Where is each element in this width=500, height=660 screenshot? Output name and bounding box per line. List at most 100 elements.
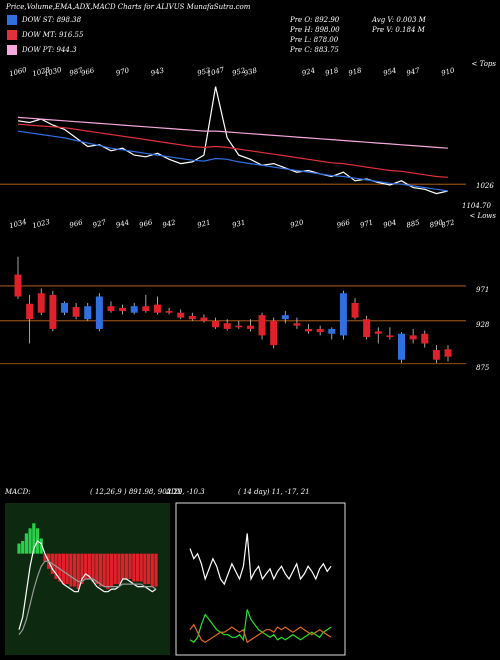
peak-label: 938 bbox=[243, 66, 259, 77]
candle-body bbox=[316, 328, 324, 333]
stat: Pre V: 0.184 M bbox=[371, 26, 426, 34]
candle-body bbox=[223, 323, 231, 329]
candle-body bbox=[72, 307, 80, 317]
histogram-bar bbox=[17, 543, 21, 554]
legend-label: DOW ST: 898.38 bbox=[21, 16, 82, 24]
histogram-bar bbox=[84, 553, 88, 579]
corner-label: < Lows bbox=[469, 212, 496, 220]
histogram-bar bbox=[76, 553, 80, 590]
candle-body bbox=[270, 320, 278, 346]
candle-body bbox=[328, 328, 336, 334]
candle-body bbox=[37, 293, 45, 313]
candle-body bbox=[421, 333, 429, 344]
histogram-bar bbox=[39, 538, 43, 554]
peak-label: 904 bbox=[382, 218, 397, 229]
peak-label: 952 bbox=[231, 66, 247, 77]
series-line bbox=[189, 609, 332, 644]
histogram-bar bbox=[139, 553, 143, 582]
histogram-bar bbox=[98, 553, 103, 587]
candle-body bbox=[165, 311, 173, 313]
peak-label: 918 bbox=[324, 66, 340, 77]
series-line bbox=[17, 86, 449, 195]
series-line bbox=[189, 623, 332, 644]
histogram-bar bbox=[121, 553, 125, 579]
candle-body bbox=[84, 306, 92, 320]
candle-body bbox=[60, 302, 68, 313]
corner-label: < Tops bbox=[471, 60, 496, 68]
histogram-bar bbox=[80, 553, 84, 585]
peak-label: 885 bbox=[406, 218, 422, 229]
histogram-bar bbox=[102, 553, 106, 587]
candle-body bbox=[49, 294, 57, 329]
legend-swatch bbox=[7, 30, 17, 40]
reference-label: 875 bbox=[476, 364, 490, 372]
stat: Pre H: 898.00 bbox=[289, 26, 340, 34]
candle-body bbox=[258, 315, 266, 336]
peak-label: 953 bbox=[196, 66, 212, 77]
candle-body bbox=[142, 306, 150, 312]
histogram-bar bbox=[95, 553, 99, 585]
candle-body bbox=[153, 304, 161, 313]
peak-label: 924 bbox=[301, 66, 316, 77]
histogram-bar bbox=[43, 553, 47, 562]
stat: Avg V: 0.003 M bbox=[371, 16, 427, 24]
candle-body bbox=[386, 335, 394, 338]
peak-label: 966 bbox=[80, 66, 96, 77]
reference-label: 1026 bbox=[476, 182, 494, 190]
peak-label: 954 bbox=[382, 66, 397, 77]
series-line bbox=[17, 123, 449, 178]
candle-body bbox=[200, 317, 208, 321]
candle-body bbox=[444, 349, 452, 357]
histogram-bar bbox=[109, 553, 114, 587]
peak-label: 944 bbox=[115, 218, 130, 229]
histogram-bar bbox=[72, 553, 77, 587]
candle-body bbox=[246, 325, 254, 329]
histogram-bar bbox=[28, 528, 32, 554]
histogram-bar bbox=[150, 553, 154, 587]
histogram-bar bbox=[154, 553, 158, 587]
series-line bbox=[17, 116, 449, 149]
candle-body bbox=[281, 315, 289, 320]
candle-body bbox=[95, 296, 103, 329]
peak-label: 1060 bbox=[8, 66, 28, 78]
last-label: 1104.70 bbox=[462, 202, 491, 210]
peak-label: 970 bbox=[115, 66, 131, 77]
peak-label: 966 bbox=[138, 218, 154, 229]
series-line bbox=[189, 533, 332, 586]
peak-label: 872 bbox=[441, 218, 457, 229]
histogram-bar bbox=[106, 553, 110, 590]
peak-label: 921 bbox=[196, 218, 211, 229]
peak-label: 966 bbox=[69, 218, 85, 229]
candle-body bbox=[107, 306, 115, 312]
panel-title: MACD: bbox=[4, 488, 31, 496]
peak-label: 987 bbox=[69, 66, 85, 77]
histogram-bar bbox=[91, 553, 95, 582]
peak-label: 943 bbox=[150, 66, 166, 77]
stat: Pre L: 878.00 bbox=[289, 36, 339, 44]
candle-body bbox=[432, 350, 440, 360]
panel-background bbox=[175, 502, 346, 656]
candle-body bbox=[26, 303, 34, 320]
peak-label: 966 bbox=[336, 218, 352, 229]
candle-body bbox=[177, 312, 185, 318]
legend-label: DOW PT: 944.3 bbox=[21, 46, 77, 54]
stat: Pre O: 892.90 bbox=[289, 16, 340, 24]
peak-label: 918 bbox=[348, 66, 364, 77]
histogram-bar bbox=[32, 523, 36, 554]
candle-body bbox=[188, 315, 196, 320]
candle-body bbox=[130, 306, 138, 313]
peak-label: 971 bbox=[359, 218, 374, 229]
candle-body bbox=[398, 333, 406, 360]
peak-label: 1023 bbox=[32, 218, 52, 230]
peak-label: 890 bbox=[429, 218, 445, 229]
reference-label: 971 bbox=[476, 286, 489, 294]
histogram-bar bbox=[124, 553, 128, 579]
histogram-bar bbox=[117, 553, 121, 585]
histogram-bar bbox=[135, 553, 140, 582]
candle-body bbox=[409, 335, 417, 340]
histogram-bar bbox=[113, 553, 117, 585]
histogram-bar bbox=[21, 541, 25, 554]
series-line bbox=[18, 560, 157, 636]
